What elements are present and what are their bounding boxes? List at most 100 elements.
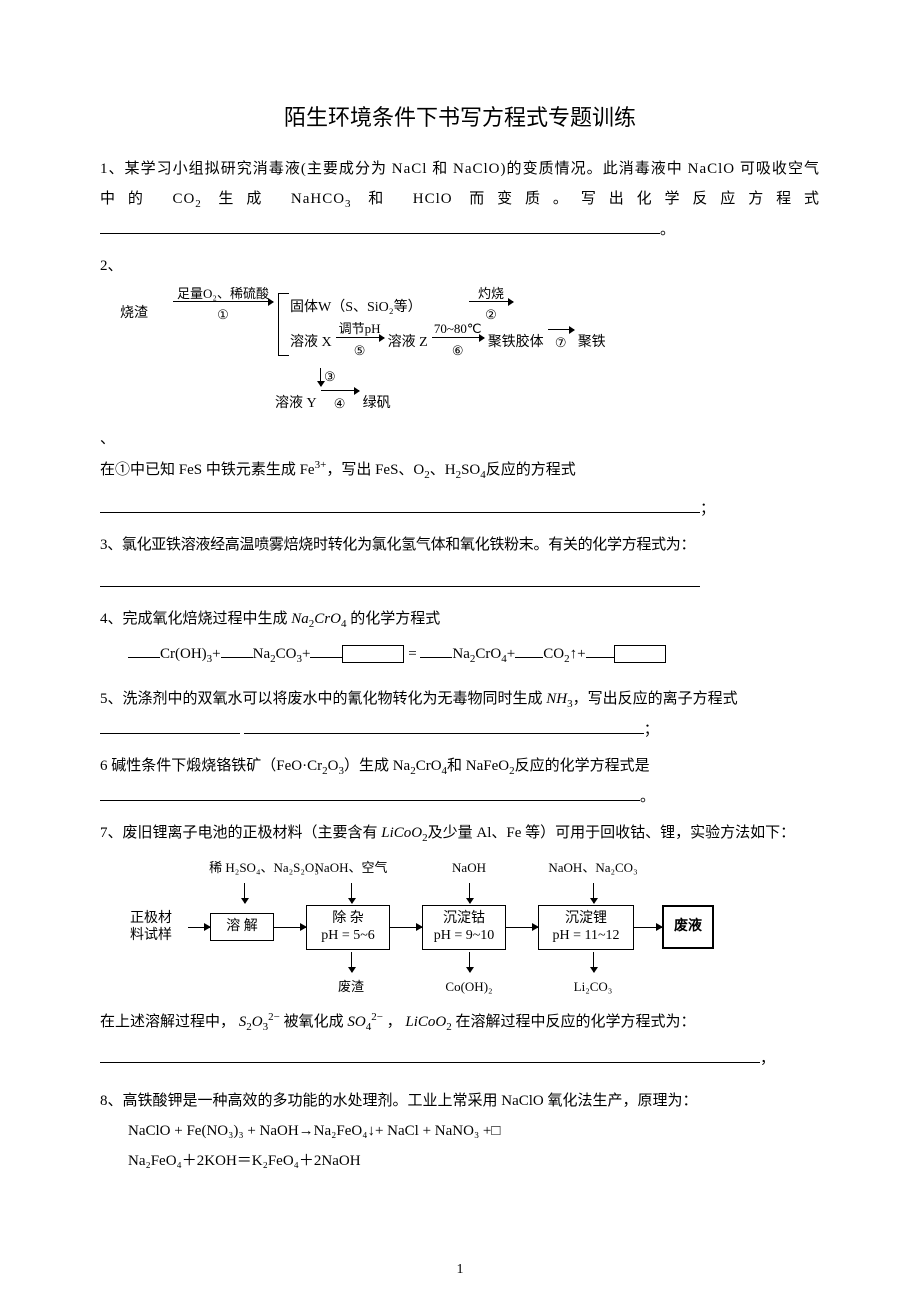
q2-diagram: 烧渣 足量O₂、稀硫酸 ① 固体W（S、SiO₂等） 灼烧 ②: [120, 287, 800, 418]
arrow-icon: [336, 337, 384, 338]
q7-top4: NaOH、Na₂CO₃: [548, 855, 637, 881]
q7-line1: 7、废旧锂离子电池的正极材料（主要含有: [100, 825, 381, 841]
arrow-icon: [634, 927, 662, 928]
question-7: 7、废旧锂离子电池的正极材料（主要含有 LiCoO 2 及少量 Al、Fe 等）可用…: [100, 818, 820, 1074]
q7-box3b: pH = 9~10: [431, 927, 497, 945]
q6-line1d: 反应的化学方程式是: [515, 758, 650, 774]
q6-end: 。: [640, 789, 655, 805]
q7-s2o3-o: O: [252, 1014, 263, 1030]
q2-step6-num: ⑥: [452, 338, 464, 364]
arrow-down-icon: [351, 883, 352, 903]
q7-box4b: pH = 11~12: [547, 927, 625, 945]
q7-so4: SO: [347, 1014, 365, 1030]
q2-solZ: 溶液 Z: [388, 329, 428, 357]
q2-step5-num: ⑤: [354, 338, 366, 364]
question-1: 1、某学习小组拟研究消毒液(主要成分为 NaCl 和 NaClO)的变质情况。此…: [100, 154, 820, 245]
q3-text: 3、氯化亚铁溶液经高温喷雾焙烧时转化为氯化氢气体和氧化铁粉末。有关的化学方程式为…: [100, 530, 820, 560]
document-page: 陌生环境条件下书写方程式专题训练 1、某学习小组拟研究消毒液(主要成分为 NaC…: [0, 0, 920, 1302]
arrow-icon: [548, 329, 574, 330]
q7-bot2: 废渣: [338, 974, 364, 1000]
arrow-down-icon: [351, 952, 352, 972]
q4-eq-b2: CO: [276, 646, 297, 662]
arrow-icon: [390, 927, 422, 928]
q6-line1c: 和 NaFeO: [447, 758, 509, 774]
arrow-down-icon: [593, 952, 594, 972]
q4-eq-d: CO: [543, 646, 564, 662]
q7-blank: [100, 1062, 760, 1063]
q5-end: ；: [644, 722, 659, 738]
q4-blank-c5: [515, 657, 543, 658]
q2-step5-top: 调节pH: [339, 322, 381, 336]
q2-line1c: 、H: [430, 462, 456, 478]
question-8: 8、高铁酸钾是一种高效的多功能的水处理剂。工业上常采用 NaClO 氧化法生产，…: [100, 1086, 820, 1176]
arrow-icon: [506, 927, 538, 928]
q4-up: ↑+: [570, 646, 586, 662]
q8-line1: 8、高铁酸钾是一种高效的多功能的水处理剂。工业上常采用 NaClO 氧化法生产，…: [100, 1086, 820, 1116]
question-6: 6 碱性条件下煅烧铬铁矿（FeO·Cr2O3）生成 Na2CrO4和 NaFeO…: [100, 751, 820, 812]
page-title: 陌生环境条件下书写方程式专题训练: [100, 100, 820, 132]
q2-end: ；: [700, 501, 715, 517]
q7-line1b: 及少量 Al、Fe 等）可用于回收钴、锂，实验方法如下：: [428, 825, 796, 841]
q4-cro: CrO: [314, 611, 341, 627]
q2-jutie: 聚铁: [578, 329, 606, 357]
q7-line2a: 在上述溶解过程中，: [100, 1014, 235, 1030]
q2-line1b: ，写出 FeS、O: [326, 462, 424, 478]
arrow-icon: [188, 927, 210, 928]
q2-sup1: 3+: [315, 459, 327, 471]
q4-blank-c1: [128, 657, 160, 658]
q2-line1: 在①中已知 FeS 中铁元素生成 Fe: [100, 462, 315, 478]
q7-inleft-b: 料试样: [130, 927, 188, 945]
q4-blank-c6: [586, 657, 614, 658]
q2-shaozha: 烧渣: [120, 300, 168, 328]
q7-line2b: 被氧化成: [284, 1014, 348, 1030]
q4-box2: [614, 645, 666, 663]
q8-eq1: NaClO + Fe(NO₃)₃ + NaOH→Na₂FeO₄↓+ NaCl +…: [100, 1116, 820, 1146]
q7-outright: 废液: [662, 905, 714, 949]
q7-diagram: 稀 H₂SO₄、Na₂S₂O₃ NaOH、空气 NaOH NaOH、Na₂CO₃: [130, 855, 820, 1000]
q4-blank-c2: [221, 657, 253, 658]
q7-end: ，: [760, 1051, 775, 1067]
q7-top2: NaOH、空气: [315, 855, 388, 881]
q7-licoo2: LiCoO: [381, 825, 422, 841]
q7-top3: NaOH: [452, 855, 486, 881]
q2-label: 2、: [100, 251, 820, 281]
q4-plus3: +: [507, 646, 515, 662]
arrow-icon: [274, 927, 306, 928]
q2-step7-num: ⑦: [555, 330, 567, 356]
arrow-icon: [469, 301, 513, 302]
q5-line1: 5、洗涤剂中的双氧水可以将废水中的氰化物转化为无毒物同时生成: [100, 691, 546, 707]
q7-line2d: 在溶解过程中反应的化学方程式为：: [456, 1014, 696, 1030]
q7-box4a: 沉淀锂: [547, 910, 625, 928]
question-3: 3、氯化亚铁溶液经高温喷雾焙烧时转化为氯化氢气体和氧化铁粉末。有关的化学方程式为…: [100, 530, 820, 598]
q5-blank-a: [100, 733, 240, 734]
q4-eq-c2: CrO: [475, 646, 501, 662]
question-4: 4、完成氧化焙烧过程中生成 Na2CrO4 的化学方程式 Cr(OH)3+Na2…: [100, 604, 820, 670]
arrow-icon: [432, 337, 484, 338]
q4-eq-a: Cr(OH): [160, 646, 207, 662]
q4-line1b: 的化学方程式: [346, 611, 440, 627]
q2-line1d: SO: [461, 462, 480, 478]
q2-step1-num: ①: [217, 302, 229, 328]
arrow-down-icon: [469, 952, 470, 972]
q6-line1b: ）生成 Na: [344, 758, 410, 774]
q1-end: 。: [660, 222, 676, 238]
q7-licoo2-bs: 2: [446, 1021, 452, 1033]
arrow-down-icon: [593, 883, 594, 903]
q6-blank: [100, 800, 640, 801]
q4-eq-b: Na: [253, 646, 271, 662]
arrow-icon: [321, 390, 359, 391]
q2-step6-top: 70~80℃: [434, 322, 482, 336]
q6-m2: CrO: [416, 758, 442, 774]
bracket-icon: [278, 293, 289, 356]
q3-blank: [100, 586, 700, 587]
arrow-down-icon: [244, 883, 245, 903]
q7-s2o3-sup: 2−: [268, 1011, 280, 1023]
q4-blank-c4: [420, 657, 452, 658]
q5-blank-b: [244, 733, 644, 734]
q4-blank-c3: [310, 657, 342, 658]
q4-na: Na: [291, 611, 309, 627]
q6-line1: 6 碱性条件下煅烧铬铁矿（FeO·Cr: [100, 758, 322, 774]
q2-step1-top: 足量O₂、稀硫酸: [177, 287, 269, 301]
q2-blank: [100, 512, 700, 513]
q1-text-c: 和 HClO 而变质。写出化学反应方程式: [352, 191, 820, 207]
